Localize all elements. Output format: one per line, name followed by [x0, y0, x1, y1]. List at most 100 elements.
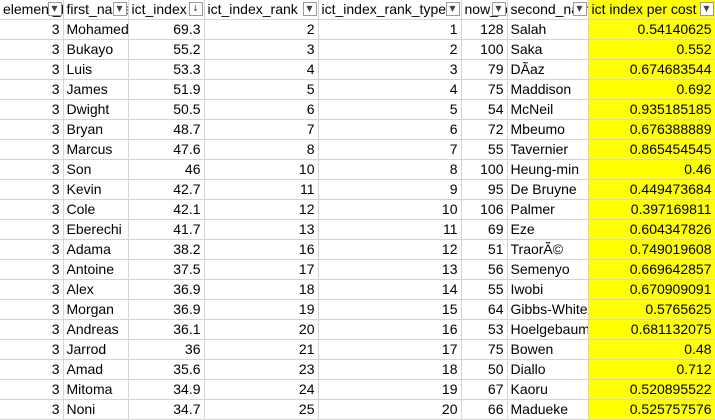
table-cell[interactable]: 3 — [0, 359, 64, 380]
table-cell[interactable]: 0.712 — [588, 359, 715, 380]
table-cell[interactable]: De Bruyne — [507, 179, 589, 200]
filter-dropdown-icon[interactable]: ▼ — [491, 2, 506, 16]
table-cell[interactable]: 4 — [204, 59, 319, 80]
table-cell[interactable]: 10 — [204, 159, 319, 180]
table-cell[interactable]: 2 — [318, 39, 462, 60]
table-cell[interactable]: Cole — [63, 199, 129, 220]
sort-descending-icon[interactable]: ↓ — [188, 2, 203, 16]
table-cell[interactable]: 15 — [318, 299, 462, 320]
table-cell[interactable]: 0.681132075 — [588, 319, 715, 340]
table-cell[interactable]: 21 — [204, 339, 319, 360]
table-cell[interactable]: 3 — [0, 139, 64, 160]
table-cell[interactable]: 0.397169811 — [588, 199, 715, 220]
table-cell[interactable]: 3 — [0, 19, 64, 40]
column-header-6[interactable]: second_name▼ — [507, 0, 589, 20]
table-cell[interactable]: 19 — [318, 379, 462, 400]
filter-dropdown-icon[interactable]: ▼ — [445, 2, 460, 16]
table-cell[interactable]: 54 — [461, 99, 508, 120]
table-cell[interactable]: 3 — [0, 299, 64, 320]
table-cell[interactable]: 3 — [0, 319, 64, 340]
table-cell[interactable]: McNeil — [507, 99, 589, 120]
filter-dropdown-icon[interactable]: ▼ — [572, 2, 587, 16]
table-cell[interactable]: 69 — [461, 219, 508, 240]
table-cell[interactable]: 95 — [461, 179, 508, 200]
table-cell[interactable]: 79 — [461, 59, 508, 80]
table-cell[interactable]: 66 — [461, 399, 508, 420]
table-cell[interactable]: 55 — [461, 139, 508, 160]
table-cell[interactable]: 100 — [461, 39, 508, 60]
table-cell[interactable]: 6 — [318, 119, 462, 140]
table-cell[interactable]: 18 — [318, 359, 462, 380]
table-cell[interactable]: 72 — [461, 119, 508, 140]
table-cell[interactable]: Eze — [507, 219, 589, 240]
table-cell[interactable]: 5 — [318, 99, 462, 120]
table-cell[interactable]: 56 — [461, 259, 508, 280]
table-cell[interactable]: 19 — [204, 299, 319, 320]
table-cell[interactable]: 18 — [204, 279, 319, 300]
table-cell[interactable]: Palmer — [507, 199, 589, 220]
table-cell[interactable]: 106 — [461, 199, 508, 220]
table-cell[interactable]: 55.2 — [128, 39, 205, 60]
table-cell[interactable]: 0.48 — [588, 339, 715, 360]
table-cell[interactable]: 6 — [204, 99, 319, 120]
table-cell[interactable]: Son — [63, 159, 129, 180]
column-header-5[interactable]: now_cost▼ — [461, 0, 508, 20]
table-cell[interactable]: 51 — [461, 239, 508, 260]
table-cell[interactable]: DÃ­az — [507, 59, 589, 80]
table-cell[interactable]: 67 — [461, 379, 508, 400]
column-header-3[interactable]: ict_index_rank ▼ — [204, 0, 319, 20]
table-cell[interactable]: Antoine — [63, 259, 129, 280]
table-cell[interactable]: Bukayo — [63, 39, 129, 60]
table-cell[interactable]: 41.7 — [128, 219, 205, 240]
table-cell[interactable]: 36.1 — [128, 319, 205, 340]
table-cell[interactable]: 0.520895522 — [588, 379, 715, 400]
table-cell[interactable]: 69.3 — [128, 19, 205, 40]
table-cell[interactable]: 3 — [0, 199, 64, 220]
filter-dropdown-icon[interactable]: ▼ — [302, 2, 317, 16]
table-cell[interactable]: 0.604347826 — [588, 219, 715, 240]
table-cell[interactable]: 3 — [0, 159, 64, 180]
table-cell[interactable]: 3 — [0, 379, 64, 400]
column-header-4[interactable]: ict_index_rank_type ▼ — [318, 0, 462, 20]
table-cell[interactable]: 35.6 — [128, 359, 205, 380]
table-cell[interactable]: Andreas — [63, 319, 129, 340]
table-cell[interactable]: 17 — [318, 339, 462, 360]
table-cell[interactable]: Mitoma — [63, 379, 129, 400]
table-cell[interactable]: 46 — [128, 159, 205, 180]
table-cell[interactable]: Adama — [63, 239, 129, 260]
table-cell[interactable]: 8 — [204, 139, 319, 160]
table-cell[interactable]: 64 — [461, 299, 508, 320]
table-cell[interactable]: 10 — [318, 199, 462, 220]
table-cell[interactable]: 13 — [204, 219, 319, 240]
table-cell[interactable]: James — [63, 79, 129, 100]
table-cell[interactable]: Salah — [507, 19, 589, 40]
table-cell[interactable]: 0.525757576 — [588, 399, 715, 420]
table-cell[interactable]: Diallo — [507, 359, 589, 380]
table-cell[interactable]: Bowen — [507, 339, 589, 360]
table-cell[interactable]: 38.2 — [128, 239, 205, 260]
table-cell[interactable]: 0.749019608 — [588, 239, 715, 260]
table-cell[interactable]: 100 — [461, 159, 508, 180]
table-cell[interactable]: 12 — [318, 239, 462, 260]
table-cell[interactable]: 3 — [0, 39, 64, 60]
table-cell[interactable]: Mbeumo — [507, 119, 589, 140]
table-cell[interactable]: Tavernier — [507, 139, 589, 160]
table-cell[interactable]: Jarrod — [63, 339, 129, 360]
table-cell[interactable]: 3 — [0, 219, 64, 240]
table-cell[interactable]: 3 — [0, 239, 64, 260]
table-cell[interactable]: 7 — [318, 139, 462, 160]
table-cell[interactable]: 17 — [204, 259, 319, 280]
table-cell[interactable]: 23 — [204, 359, 319, 380]
table-cell[interactable]: Dwight — [63, 99, 129, 120]
column-header-2[interactable]: ict_index ↓ — [128, 0, 205, 20]
table-cell[interactable]: Mohamed — [63, 19, 129, 40]
table-cell[interactable]: 3 — [0, 259, 64, 280]
table-cell[interactable]: Kaoru — [507, 379, 589, 400]
table-cell[interactable]: 11 — [318, 219, 462, 240]
table-cell[interactable]: 42.7 — [128, 179, 205, 200]
column-header-1[interactable]: first_name ▼ — [63, 0, 129, 20]
table-cell[interactable]: 0.5765625 — [588, 299, 715, 320]
table-cell[interactable]: 20 — [204, 319, 319, 340]
table-cell[interactable]: 11 — [204, 179, 319, 200]
table-cell[interactable]: Alex — [63, 279, 129, 300]
